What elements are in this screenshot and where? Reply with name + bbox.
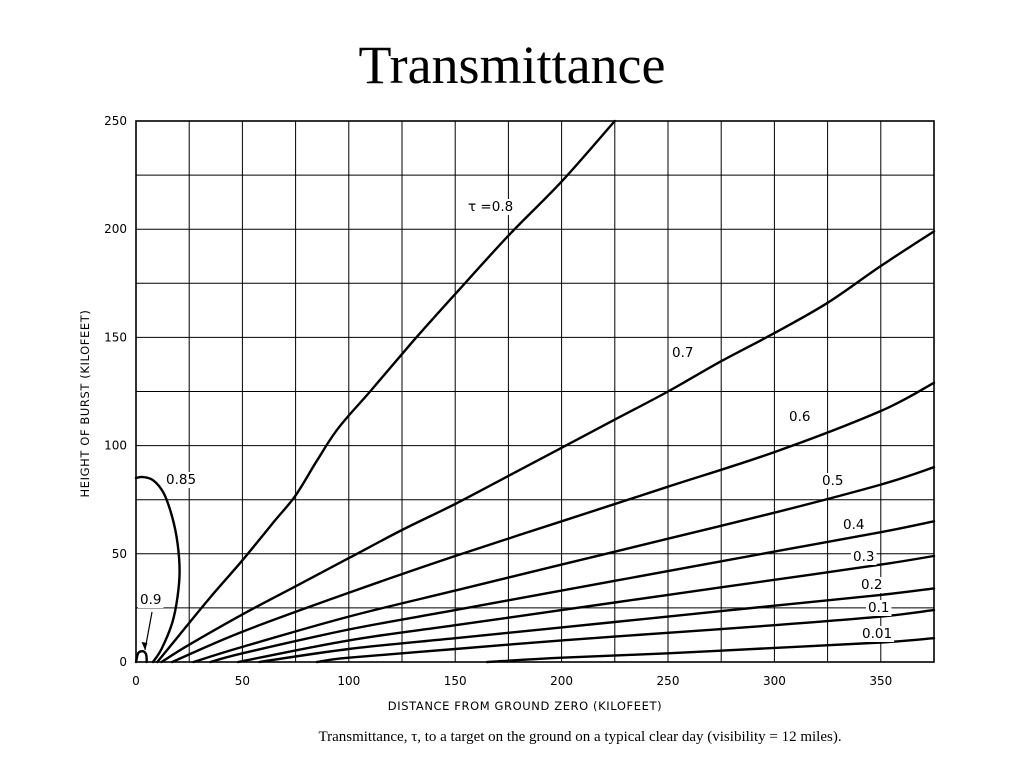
curve-tau-0-6 xyxy=(171,381,936,664)
y-tick-label: 250 xyxy=(104,114,127,128)
curve-tau-0-1 xyxy=(315,608,936,664)
curve-label-0-4: 0.4 xyxy=(843,517,864,533)
curve-tau-0-5 xyxy=(192,466,936,664)
curve-label-0-6: 0.6 xyxy=(789,409,810,425)
y-tick-label: 50 xyxy=(112,547,127,561)
curve-label-0-3: 0.3 xyxy=(853,549,874,565)
curve-label-bg xyxy=(859,577,885,593)
curve-tau-0-9 xyxy=(134,650,148,664)
x-tick-label: 150 xyxy=(444,674,467,688)
curve-label-0-1: 0.1 xyxy=(868,600,889,616)
curve-label-0-8: τ =0.8 xyxy=(468,199,513,215)
curve-tau-0-85 xyxy=(134,475,181,664)
curve-label-bg xyxy=(820,473,846,489)
plot-frame xyxy=(135,120,935,663)
x-tick-label: 200 xyxy=(550,674,573,688)
y-tick-label: 0 xyxy=(119,655,127,669)
y-tick-label: 150 xyxy=(104,330,127,344)
curve-label-bg xyxy=(670,345,696,361)
x-tick-label: 0 xyxy=(132,674,140,688)
curve-label-bg xyxy=(466,199,516,215)
x-tick-label: 300 xyxy=(763,674,786,688)
curve-tau-0-7 xyxy=(160,230,936,664)
curve-label-bg xyxy=(866,600,892,616)
curve-label-0-7: 0.7 xyxy=(672,345,693,361)
curve-label-bg xyxy=(138,592,164,608)
chart-curves xyxy=(134,119,936,664)
y-axis-title: HEIGHT OF BURST (KILOFEET) xyxy=(78,310,92,498)
curve-label-bg xyxy=(860,626,895,642)
curve-label-bg xyxy=(787,409,813,425)
figure-caption: Transmittance, τ, to a target on the gro… xyxy=(318,729,842,745)
chart-grid xyxy=(136,121,934,662)
curve-label-bg xyxy=(851,549,877,565)
x-axis-title: DISTANCE FROM GROUND ZERO (KILOFEET) xyxy=(388,699,662,713)
x-tick-label: 50 xyxy=(235,674,250,688)
axis-ticks: 0 50 100 150 200 250 300 350 0 50 100 150 200 250 xyxy=(104,114,892,688)
y-tick-label: 100 xyxy=(104,439,127,453)
curve-labels: 0.9 0.85 τ =0.8 0.7 0.6 0.5 0.4 0.3 0.2 0.1 0.01 xyxy=(138,199,895,651)
curve-tau-0-8 xyxy=(156,119,616,664)
y-tick-label: 200 xyxy=(104,222,127,236)
slide-title: Transmittance xyxy=(358,35,666,95)
x-tick-label: 250 xyxy=(657,674,680,688)
curve-tau-0-4 xyxy=(209,520,936,664)
x-tick-label: 350 xyxy=(869,674,892,688)
curve-label-0-2: 0.2 xyxy=(861,577,882,593)
x-tick-label: 100 xyxy=(337,674,360,688)
curve-label-bg xyxy=(164,472,199,488)
curve-label-0-01: 0.01 xyxy=(862,626,892,642)
curve-label-0-9: 0.9 xyxy=(140,592,161,608)
curve-tau-0-01 xyxy=(485,637,936,664)
label-arrow-head xyxy=(141,642,148,650)
curve-label-bg xyxy=(841,517,867,533)
curve-tau-0-2 xyxy=(258,587,936,664)
curve-tau-0-3 xyxy=(236,554,936,664)
curve-label-0-5: 0.5 xyxy=(822,473,843,489)
curve-label-0-85: 0.85 xyxy=(166,472,196,488)
